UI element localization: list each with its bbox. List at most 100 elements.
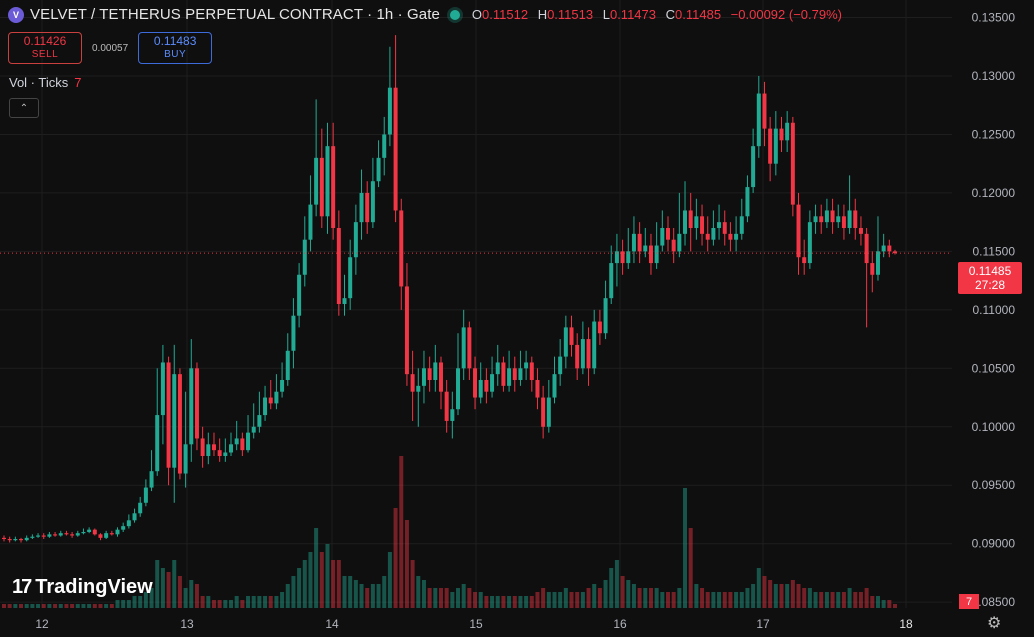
volume-bar xyxy=(552,592,557,608)
candle-body xyxy=(19,539,24,541)
candle-body xyxy=(382,134,387,158)
volume-bar xyxy=(257,596,262,608)
candle-body xyxy=(36,535,41,537)
tradingview-logo[interactable]: 17 TradingView xyxy=(12,576,153,599)
volume-legend[interactable]: Vol · Ticks 7 xyxy=(9,75,81,90)
volume-bar xyxy=(881,600,886,608)
candle-body xyxy=(160,362,165,416)
candle-body xyxy=(450,409,455,421)
volume-bar xyxy=(683,488,688,608)
candle-body xyxy=(121,526,126,530)
price-tick-label: 0.11500 xyxy=(973,244,1016,258)
candle-body xyxy=(785,122,790,141)
volume-bar xyxy=(694,584,699,608)
candle-body xyxy=(660,228,665,246)
candle-body xyxy=(705,233,710,240)
chart-grid xyxy=(0,0,952,608)
candle-body xyxy=(739,216,744,234)
sell-button[interactable]: 0.11426 SELL xyxy=(8,32,82,64)
volume-bar xyxy=(450,592,455,608)
volume-bar xyxy=(841,592,846,608)
volume-bar xyxy=(143,592,148,608)
volume-bar xyxy=(98,604,103,608)
tradingview-mark-icon: 17 xyxy=(12,576,32,598)
market-status-icon[interactable] xyxy=(449,9,460,20)
volume-bar xyxy=(790,580,795,608)
volume-bar xyxy=(87,604,92,608)
volume-bar xyxy=(75,604,80,608)
volume-bar xyxy=(762,576,767,608)
candle-body xyxy=(541,397,546,427)
volume-bar xyxy=(870,596,875,608)
volume-bar xyxy=(501,596,506,608)
candle-body xyxy=(631,233,636,252)
volume-bar xyxy=(268,596,273,608)
candle-body xyxy=(138,502,143,514)
volume-bar xyxy=(132,596,137,608)
candle-body xyxy=(694,216,699,228)
collapse-legend-button[interactable]: ⌃ xyxy=(9,98,39,118)
candle-body xyxy=(126,520,131,527)
candle-body xyxy=(268,397,273,404)
volume-bar xyxy=(2,604,6,608)
volume-bar xyxy=(149,588,154,608)
candle-body xyxy=(172,374,177,468)
settings-gear-icon[interactable]: ⚙ xyxy=(987,615,1002,632)
candle-body xyxy=(257,415,262,427)
candle-body xyxy=(149,471,154,488)
candle-body xyxy=(603,298,608,334)
candle-body xyxy=(393,87,398,211)
volume-bar xyxy=(246,596,251,608)
candle-body xyxy=(376,157,381,182)
candle-body xyxy=(807,222,812,264)
volume-bar xyxy=(194,584,199,608)
velvet-coin-icon: V xyxy=(8,6,24,23)
buy-button[interactable]: 0.11483 BUY xyxy=(138,32,213,64)
candle-body xyxy=(92,529,97,535)
symbol-title[interactable]: VELVET / TETHERUS PERPETUAL CONTRACT · 1… xyxy=(30,6,440,23)
volume-bar xyxy=(200,596,205,608)
volume-bar xyxy=(858,592,863,608)
candle-body xyxy=(365,192,370,223)
volume-bar xyxy=(563,588,568,608)
volume-bar xyxy=(575,592,580,608)
volume-bar xyxy=(427,588,432,608)
volume-bar xyxy=(291,576,296,608)
sell-label: SELL xyxy=(31,49,59,60)
candle-body xyxy=(7,539,12,541)
volume-bar xyxy=(739,592,744,608)
candle-body xyxy=(893,251,897,254)
candle-body xyxy=(387,87,392,135)
volume-bar xyxy=(603,580,608,608)
volume-bar xyxy=(592,584,597,608)
candle-body xyxy=(24,537,29,541)
volume-bar xyxy=(421,580,426,608)
candle-body xyxy=(143,487,148,503)
volume-bar xyxy=(359,584,364,608)
price-axis: 0.13500 0.13000 0.12500 0.12000 0.11500 0.110… xyxy=(952,0,1034,637)
volume-bar xyxy=(631,584,636,608)
volume-bar xyxy=(302,560,307,608)
volume-bar xyxy=(399,456,404,608)
candle-body xyxy=(836,216,841,223)
candle-body xyxy=(81,532,86,534)
volume-bar xyxy=(64,604,69,608)
volume-bar xyxy=(285,584,290,608)
time-tick-label: 16 xyxy=(613,617,627,631)
candle-body xyxy=(348,257,353,299)
volume-bar xyxy=(875,596,880,608)
candle-body xyxy=(234,438,239,445)
volume-bar xyxy=(836,592,841,608)
volume-bar xyxy=(229,600,234,608)
ohlc-open: 0.11512 xyxy=(482,7,529,22)
volume-bar xyxy=(92,604,97,608)
volume-bar xyxy=(263,596,268,608)
volume-bar xyxy=(189,580,194,608)
candle-body xyxy=(251,426,256,433)
candle-body xyxy=(433,362,438,380)
volume-bar xyxy=(688,528,693,608)
candle-body xyxy=(189,368,194,445)
candle-body xyxy=(115,529,120,535)
volume-bar xyxy=(524,596,529,608)
